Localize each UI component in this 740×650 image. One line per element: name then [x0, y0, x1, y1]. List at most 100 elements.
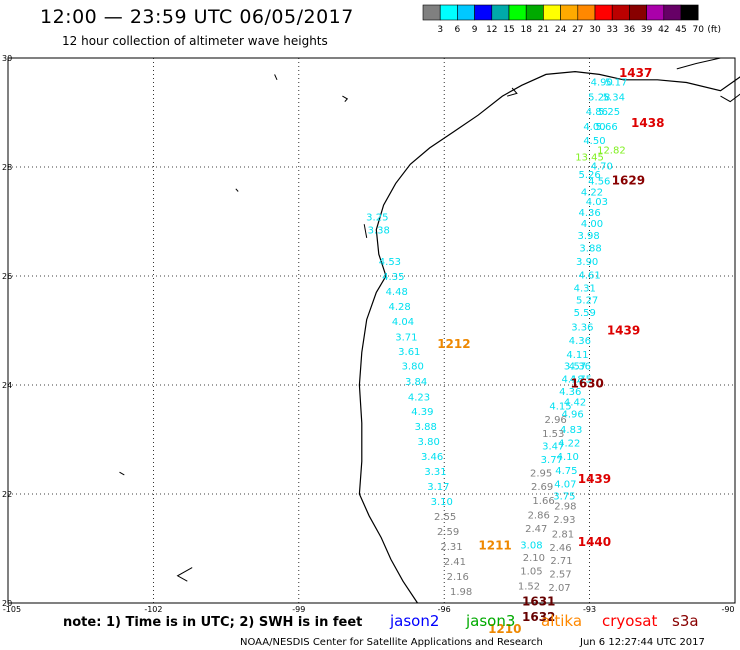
pass-time-label: 1438 [631, 116, 664, 130]
footer: note: 1) Time is in UTC; 2) SWH is in fe… [63, 612, 705, 648]
legend-swatch [611, 4, 630, 21]
wave-height-value: 4.00 [583, 122, 605, 133]
pass-time-label: 1437 [619, 66, 652, 80]
legend-label: 15 [503, 25, 514, 35]
wave-height-value: 3.17 [427, 482, 449, 493]
legend-label: 24 [555, 25, 567, 35]
coast-feature [235, 188, 239, 192]
legend-label: 27 [572, 25, 583, 35]
wave-height-value: 2.59 [437, 527, 459, 538]
pass-time-label: 1210 [488, 622, 521, 636]
wave-height-value: 5.25 [598, 107, 620, 118]
pass-time-label: 1632 [522, 610, 555, 624]
wave-height-value: 4.42 [564, 398, 586, 409]
coast-feature [720, 93, 740, 103]
wave-height-value: 4.70 [591, 162, 613, 173]
wave-height-value: 4.36 [559, 387, 581, 398]
legend-label: 9 [472, 25, 478, 35]
legend-label: 6 [455, 25, 461, 35]
wave-height-value: 4.90 [591, 77, 613, 88]
wave-height-value: 4.15 [549, 402, 571, 413]
altimeter-tracks: 3.25 3.38 4.53 4.35 4.48 4.28 4.04 3.71 3.61 3.80… [366, 77, 627, 598]
longitude-label: -90 [721, 605, 734, 614]
legend-swatch [439, 4, 458, 21]
legend-swatch [491, 4, 510, 21]
wave-height-value: 4.35 [382, 272, 404, 283]
satellite-legend-cryosat: cryosat [602, 612, 657, 630]
wave-height-value: 4.36 [569, 362, 591, 373]
latitude-label: 22 [2, 490, 12, 499]
wave-height-value: 3.88 [415, 422, 437, 433]
wave-height-value: 3.46 [421, 452, 443, 463]
coastline-path [358, 70, 740, 604]
wave-height-value: 4.96 [562, 410, 584, 421]
pass-time-labels: 1437 1438 1629 1439 1212 1630 1439 1211 1440 1631… [437, 66, 664, 636]
pass-time-label: 1211 [478, 539, 511, 553]
wave-height-value: 3.08 [520, 541, 542, 552]
wave-height-value: 2.16 [447, 572, 469, 583]
wave-height-value: 3.25 [366, 212, 388, 223]
legend-label: 18 [520, 25, 532, 35]
wave-height-value: 3.84 [405, 377, 427, 388]
legend-swatch [646, 4, 665, 21]
wave-height-value: 2.69 [531, 482, 553, 493]
wave-height-value: 2.55 [434, 512, 456, 523]
wave-height-value: 4.83 [560, 425, 582, 436]
pass-time-label: 1630 [570, 377, 603, 391]
legend-label: 3 [437, 25, 443, 35]
longitude-label: -96 [438, 605, 451, 614]
wave-height-value: 4.28 [388, 302, 410, 313]
wave-height-value: 2.41 [444, 557, 466, 568]
legend-swatch [577, 4, 596, 21]
pass-time-label: 1629 [612, 173, 645, 187]
wave-height-value: 4.10 [557, 452, 579, 463]
wave-height-value: 1.66 [532, 496, 554, 507]
legend-label: 30 [589, 25, 601, 35]
longitude-label: -99 [292, 605, 305, 614]
pass-time-label: 1440 [578, 535, 611, 549]
legend-swatch [457, 4, 475, 21]
wave-height-value: 1.98 [450, 587, 472, 598]
wave-height-value: 1.05 [520, 567, 542, 578]
wave-height-value: 2.93 [553, 515, 575, 526]
legend-label: 33 [606, 25, 617, 35]
latitude-label: 28 [2, 163, 12, 172]
wave-height-value: 2.10 [523, 553, 545, 564]
longitude-label: -93 [583, 605, 596, 614]
legend-swatch [422, 4, 441, 21]
wave-height-value: 3.90 [576, 257, 598, 268]
wave-height-value: 4.56 [588, 176, 610, 187]
pass-time-label: 1631 [522, 595, 555, 609]
credit-line: NOAA/NESDIS Center for Satellite Applica… [240, 637, 543, 648]
wave-height-value: 3.10 [431, 497, 453, 508]
satellite-legend-jason3: jason3 [465, 612, 515, 630]
wave-height-value: 3.77 [541, 455, 563, 466]
satellite-legend-jason2: jason2 [389, 612, 439, 630]
units-note: note: 1) Time is in UTC; 2) SWH is in fe… [63, 615, 362, 630]
legend-label: 21 [538, 25, 549, 35]
latitude-label: 30 [2, 54, 12, 63]
coastline [119, 57, 740, 604]
legend-swatch [560, 4, 579, 21]
legend-label: 70 [692, 25, 704, 35]
wave-height-value: 4.22 [558, 439, 580, 450]
legend-swatch [525, 4, 544, 21]
wave-height-value: 2.81 [552, 530, 574, 541]
wave-height-value: 2.95 [530, 469, 552, 480]
wave-height-value: 3.98 [577, 231, 599, 242]
page-subtitle: 12 hour collection of altimeter wave hei… [62, 34, 328, 48]
color-legend: 3 6 9 12 15 18 21 24 27 30 33 36 39 42 45 70 (ft) [422, 4, 721, 35]
axis-labels: 30 28 26 24 22 20-105 -102 -99 -96 -93 -90 [2, 54, 735, 614]
coast-feature [342, 95, 349, 102]
wave-height-value: 2.57 [549, 569, 571, 580]
wave-height-value: 3.47 [542, 441, 564, 452]
wave-height-value: 3.38 [368, 225, 390, 236]
wave-height-value: 5.26 [578, 170, 600, 181]
map-frame [7, 57, 736, 604]
pass-time-label: 1439 [578, 472, 611, 486]
wave-height-value: 1.53 [542, 429, 564, 440]
wave-height-value: 2.07 [548, 583, 570, 594]
pass-time-label: 1439 [607, 323, 640, 337]
